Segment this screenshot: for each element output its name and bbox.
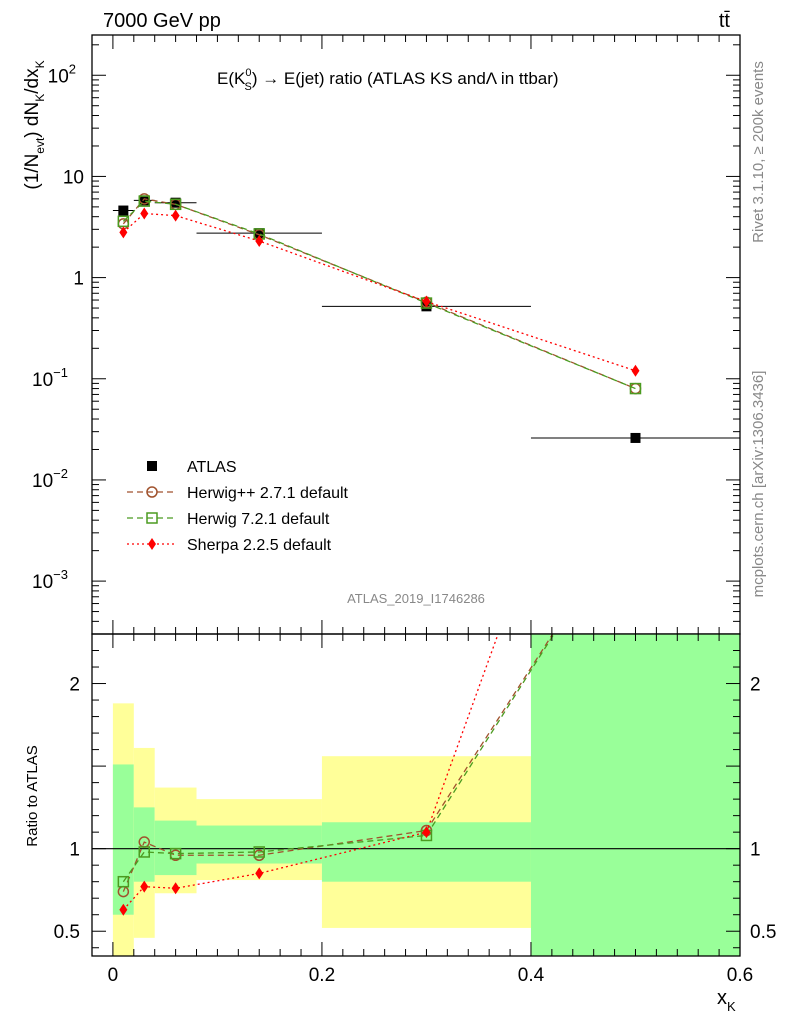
ratio-point [169,847,182,860]
upper-y-axis-label: (1/Nevt) dNK/dxK [22,60,47,189]
energy-label: 7000 GeV pp [103,10,221,32]
data-point [140,207,149,220]
ratio-point [253,846,265,858]
data-point [171,209,180,222]
inner-uncertainty-band [530,634,740,956]
x-tick-label: 0.2 [309,965,335,986]
legend: ATLAS Herwig++ 2.7.1 default Herwig 7.2.1 … [127,459,349,554]
legend-marker [146,486,158,498]
legend-label: Herwig++ 2.7.1 default [187,485,349,502]
data-point [629,382,642,395]
data-point [118,205,129,216]
inner-uncertainty-band [196,825,322,864]
data-point [170,197,181,208]
ratio-panel: 0.5 0.5 1 1 2 2 0 0.2 0.4 0.6 [54,633,776,986]
y-tick-label: 10−1 [32,365,68,391]
process-label: tt̄ [719,10,731,32]
ratio-point [119,903,128,916]
legend-item-herwig-7-2-1-default: Herwig 7.2.1 default [127,511,330,528]
data-point [119,226,128,239]
legend-label: Sherpa 2.2.5 default [187,537,332,554]
ratio-point [138,846,151,858]
y-tick-label: 102 [48,61,76,87]
analysis-id-label: ATLAS_2019_I1746286 [347,591,485,606]
ratio-y-tick-label: 2 [69,675,80,696]
data-point [254,228,265,239]
ratio-point [117,875,130,888]
ratio-y-tick-label-right: 0.5 [750,922,776,943]
y-tick-label: 10−2 [32,466,68,492]
ratio-y-tick-label: 0.5 [54,922,80,943]
data-point [117,215,130,228]
ratio-series-sherpa-2-2-5-default [119,634,499,916]
legend-item-herwig-2-7-1-default: Herwig++ 2.7.1 default [127,485,349,502]
x-tick-label: 0.4 [518,965,545,986]
legend-label: ATLAS [187,459,237,476]
y-tick-label: 1 [73,269,84,290]
ratio-point [140,880,149,893]
inner-uncertainty-band [133,807,155,882]
x-tick-label: 0.6 [727,965,753,986]
legend-item-atlas: ATLAS [147,459,237,476]
data-point [255,235,264,248]
x-axis-label: xK [717,987,736,1014]
data-point [629,382,642,395]
rivet-version-label: Rivet 3.1.10, ≥ 200k events [750,61,767,243]
ratio-y-tick-label: 1 [69,840,80,861]
legend-label: Herwig 7.2.1 default [187,511,330,528]
series-line [122,200,636,390]
data-point [630,432,641,443]
x-tick-label: 0 [108,965,119,986]
series-herwig-2-7-1-default [117,193,642,395]
inner-uncertainty-band [154,820,197,876]
legend-marker [148,538,156,550]
ratio-line [122,634,499,911]
series-atlas [112,195,740,443]
ratio-point [255,867,264,880]
data-point [422,295,431,308]
legend-marker [147,461,157,471]
ratio-y-axis-label: Ratio to ATLAS [24,745,41,846]
data-point [169,198,182,211]
data-point [631,364,640,377]
series-herwig-7-2-1-default [117,195,642,395]
data-point [138,195,151,207]
series-line [122,212,636,372]
mcplots-label: mcplots.cern.ch [arXiv:1306.3436] [750,371,767,598]
upper-plot-title: E(K0 S) → E(jet) ratio (ATLAS KS andΛ in … [217,67,559,93]
y-tick-label: 10 [63,167,84,188]
ratio-point [422,826,431,839]
series-sherpa-2-2-5-default [119,207,640,377]
ratio-y-tick-label-right: 1 [750,840,761,861]
data-point [139,195,150,206]
ratio-frame [91,633,741,957]
ratio-line [122,634,554,892]
legend-item-sherpa-2-2-5-default: Sherpa 2.2.5 default [127,537,332,554]
series-line [122,198,636,390]
ratio-y-tick-label-right: 2 [750,675,761,696]
ratio-point [171,882,180,895]
legend-marker [146,512,158,524]
inner-uncertainty-band [112,764,134,915]
y-tick-label: 10−3 [32,567,68,593]
